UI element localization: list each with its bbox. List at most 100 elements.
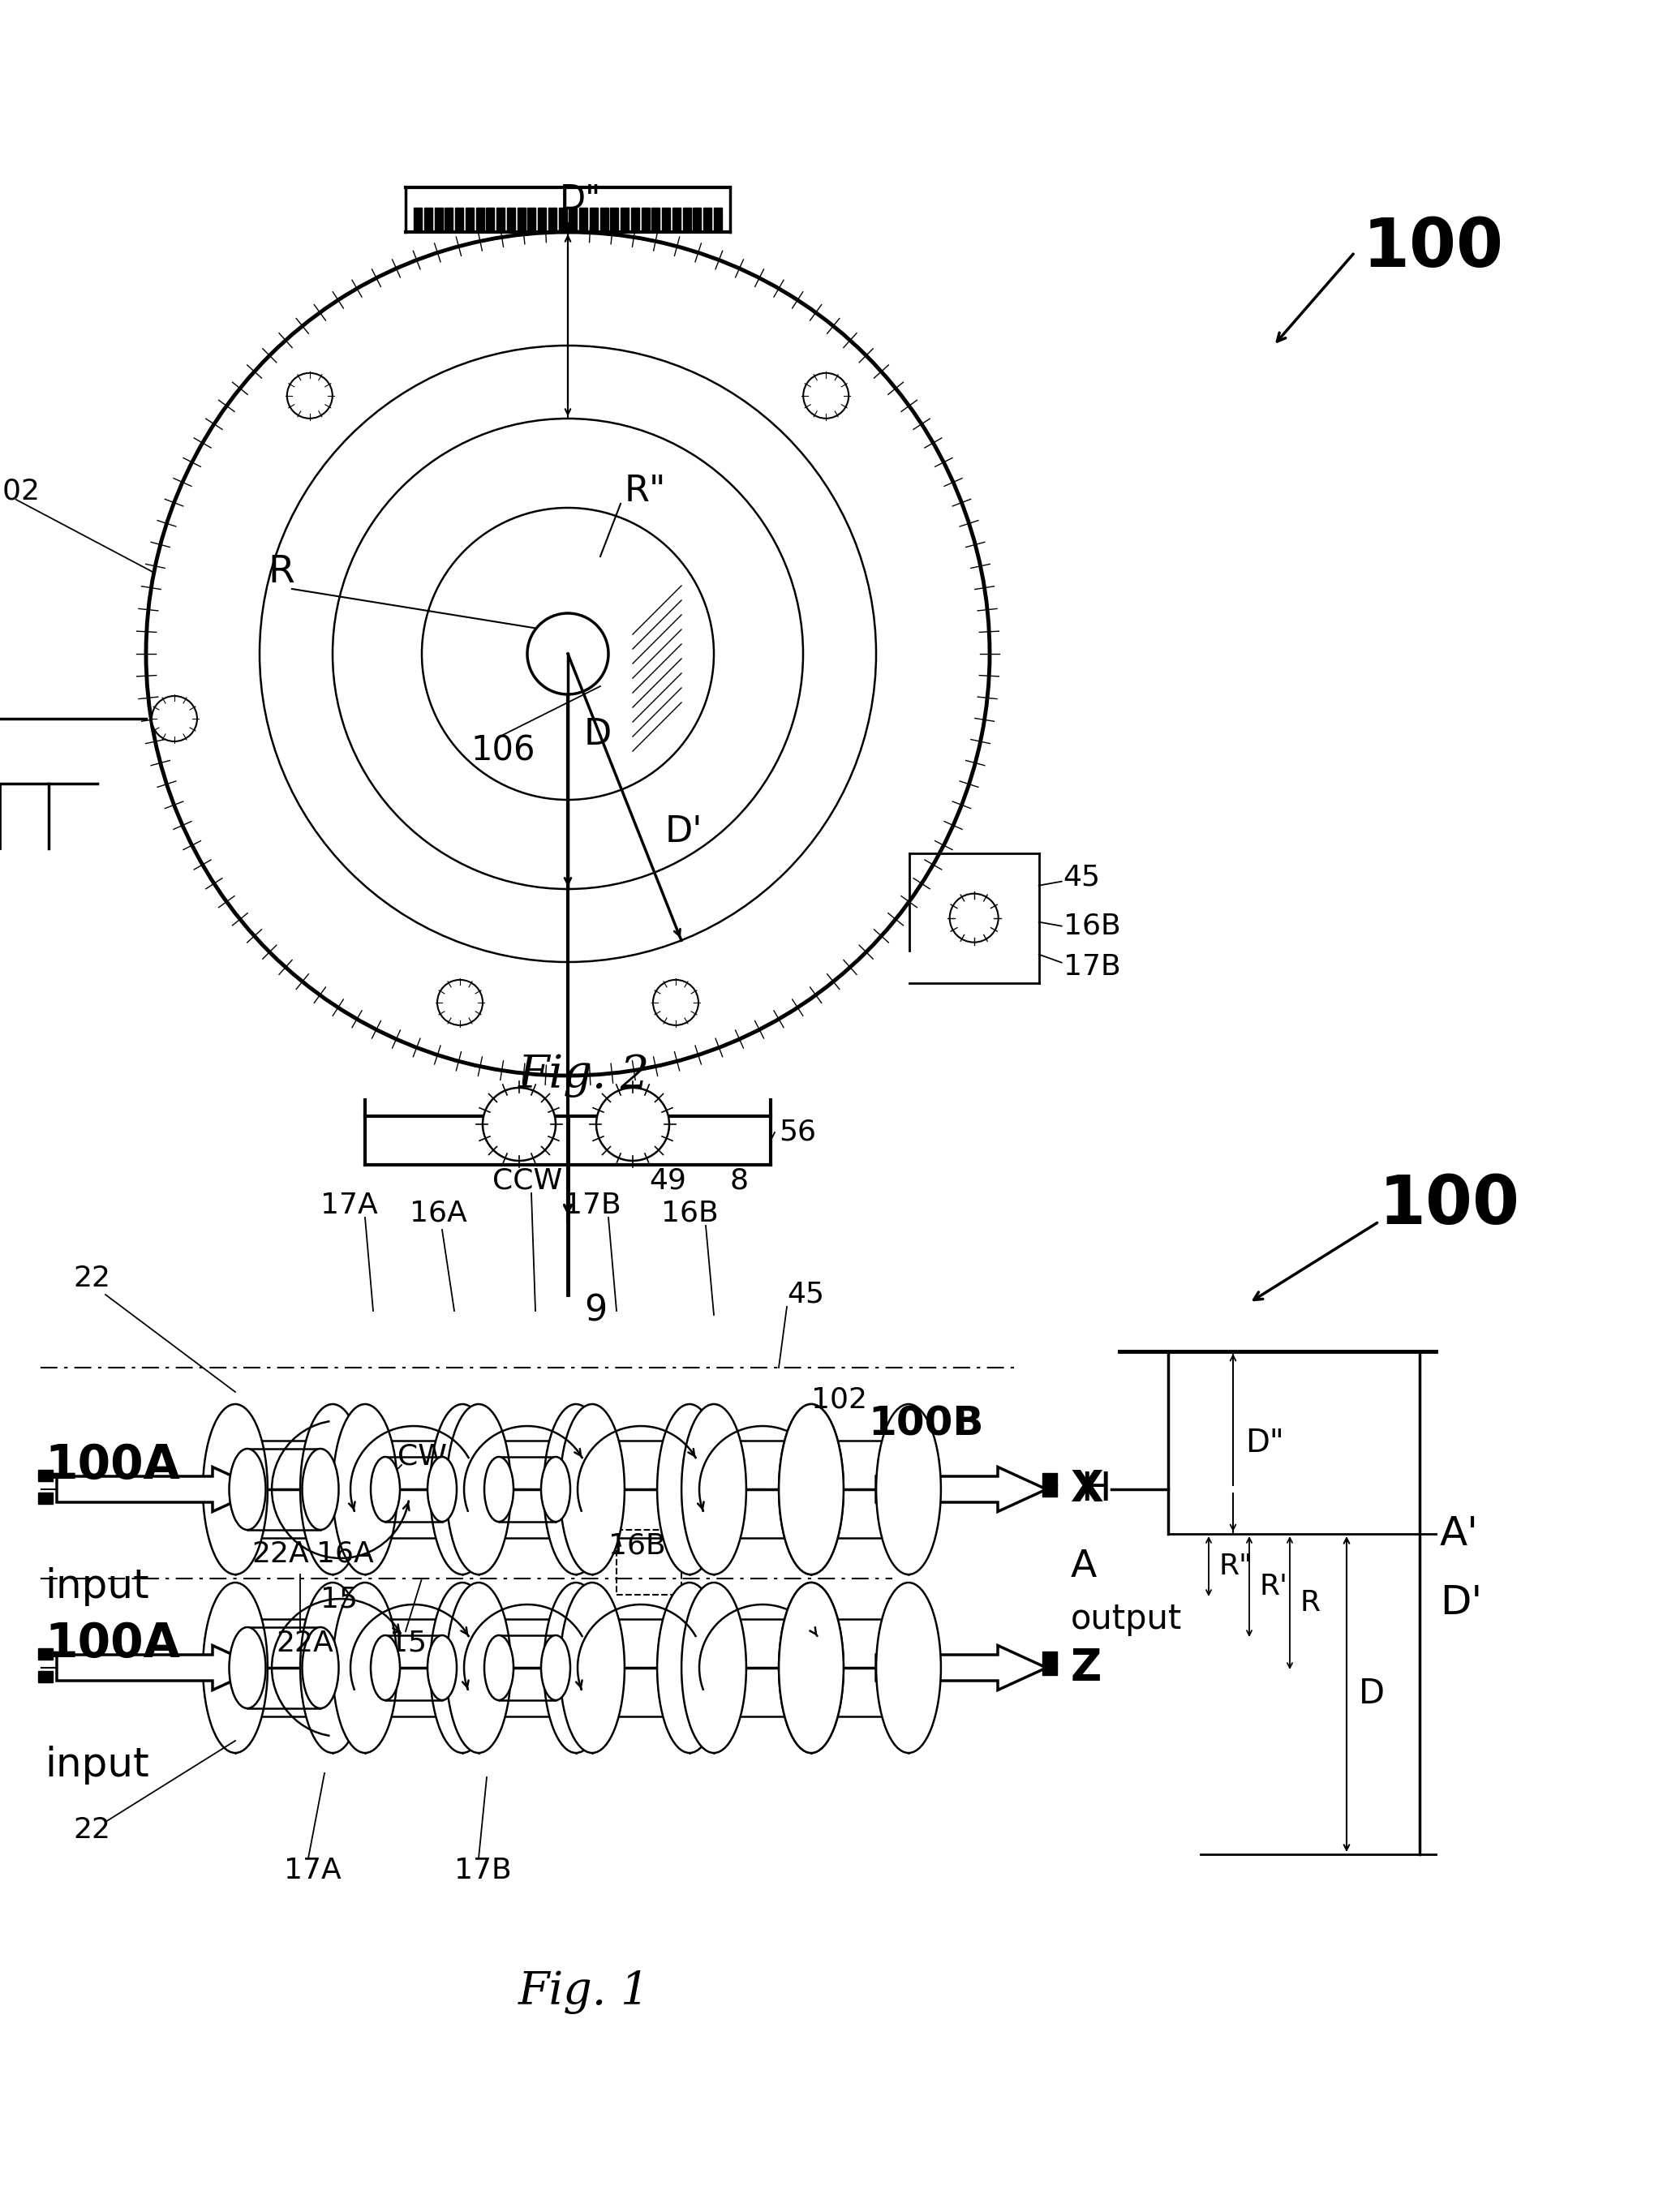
Circle shape	[528, 612, 608, 694]
Ellipse shape	[484, 1635, 514, 1701]
Ellipse shape	[333, 1405, 398, 1574]
Bar	[39, 1648, 52, 1659]
Bar	[600, 209, 608, 233]
Text: 100A: 100A	[45, 1442, 180, 1488]
Bar	[528, 209, 536, 233]
Ellipse shape	[302, 1626, 339, 1708]
Bar	[435, 209, 442, 233]
Circle shape	[333, 419, 803, 889]
Ellipse shape	[430, 1405, 494, 1574]
Text: 17A: 17A	[321, 1192, 378, 1218]
Bar	[445, 209, 454, 233]
Bar	[423, 209, 432, 233]
Ellipse shape	[302, 1449, 339, 1530]
Text: 16A: 16A	[410, 1201, 467, 1227]
Bar	[662, 209, 670, 233]
Text: X: X	[1070, 1468, 1104, 1510]
Bar	[39, 1493, 52, 1504]
Ellipse shape	[657, 1405, 722, 1574]
Ellipse shape	[371, 1635, 400, 1701]
Bar	[39, 1670, 52, 1681]
Text: 22A: 22A	[276, 1629, 333, 1657]
Text: Fig. 1: Fig. 1	[517, 1971, 650, 2015]
Bar	[1042, 1651, 1057, 1664]
Ellipse shape	[430, 1583, 494, 1754]
Ellipse shape	[544, 1583, 608, 1754]
Text: R': R'	[1258, 1574, 1287, 1600]
Text: 16A: 16A	[316, 1541, 373, 1567]
Bar	[617, 1530, 682, 1596]
Circle shape	[482, 1089, 556, 1161]
Text: 9: 9	[585, 1293, 606, 1328]
Text: H: H	[1080, 1471, 1112, 1508]
Bar	[620, 209, 628, 233]
Text: CW: CW	[398, 1442, 447, 1471]
Text: CCW: CCW	[492, 1168, 563, 1194]
Bar	[682, 209, 690, 233]
Bar	[559, 209, 566, 233]
Ellipse shape	[541, 1457, 570, 1521]
Text: input: input	[45, 1745, 150, 1785]
Text: 100: 100	[1362, 215, 1504, 281]
Text: A': A'	[1440, 1515, 1478, 1554]
Ellipse shape	[877, 1405, 941, 1574]
Bar	[672, 209, 680, 233]
Ellipse shape	[544, 1405, 608, 1574]
Text: R: R	[267, 555, 294, 590]
Text: R": R"	[1218, 1552, 1252, 1580]
Text: 17B: 17B	[454, 1857, 512, 1883]
Text: 8: 8	[731, 1168, 749, 1194]
Bar	[570, 209, 576, 233]
Ellipse shape	[780, 1583, 843, 1754]
Ellipse shape	[371, 1457, 400, 1521]
Text: 56: 56	[780, 1119, 816, 1146]
Bar	[1042, 1484, 1057, 1497]
Ellipse shape	[203, 1405, 267, 1574]
Text: D": D"	[1245, 1427, 1284, 1457]
Circle shape	[151, 696, 197, 742]
Text: 106: 106	[470, 733, 534, 768]
Text: D: D	[585, 718, 612, 753]
Text: 17B: 17B	[1063, 953, 1121, 981]
Text: 16B: 16B	[1063, 913, 1121, 939]
Bar	[1042, 1664, 1057, 1675]
Text: 16B: 16B	[608, 1532, 665, 1561]
Text: 22: 22	[72, 1815, 111, 1844]
Bar	[455, 209, 464, 233]
Ellipse shape	[301, 1405, 365, 1574]
Bar	[507, 209, 516, 233]
Text: 49: 49	[648, 1168, 685, 1194]
Bar	[548, 209, 556, 233]
Text: 100: 100	[1379, 1172, 1520, 1238]
Ellipse shape	[427, 1457, 457, 1521]
Text: 102: 102	[811, 1387, 867, 1414]
Text: R: R	[1300, 1589, 1320, 1618]
Text: 22: 22	[72, 1264, 111, 1293]
Bar	[538, 209, 546, 233]
Bar	[465, 209, 474, 233]
Ellipse shape	[447, 1405, 511, 1574]
Text: D": D"	[559, 182, 601, 217]
Text: 45: 45	[786, 1282, 825, 1308]
Text: 17B: 17B	[563, 1192, 622, 1218]
Bar	[39, 1471, 52, 1482]
Bar	[1042, 1473, 1057, 1486]
Text: R": R"	[625, 474, 667, 509]
Bar	[497, 209, 504, 233]
Text: Fig. 2: Fig. 2	[517, 1054, 650, 1098]
Circle shape	[654, 979, 699, 1025]
Text: D': D'	[665, 814, 702, 849]
Text: input: input	[45, 1567, 150, 1607]
Text: output: output	[1070, 1602, 1183, 1635]
Bar	[580, 209, 588, 233]
Text: 17A: 17A	[284, 1857, 341, 1883]
Circle shape	[949, 893, 998, 942]
Bar	[714, 209, 722, 233]
Bar	[475, 209, 484, 233]
FancyArrow shape	[875, 1466, 1047, 1512]
Text: 45: 45	[1063, 863, 1100, 891]
Bar	[413, 209, 422, 233]
Text: 15: 15	[321, 1585, 358, 1613]
Ellipse shape	[541, 1635, 570, 1701]
Text: 22A: 22A	[252, 1541, 309, 1567]
